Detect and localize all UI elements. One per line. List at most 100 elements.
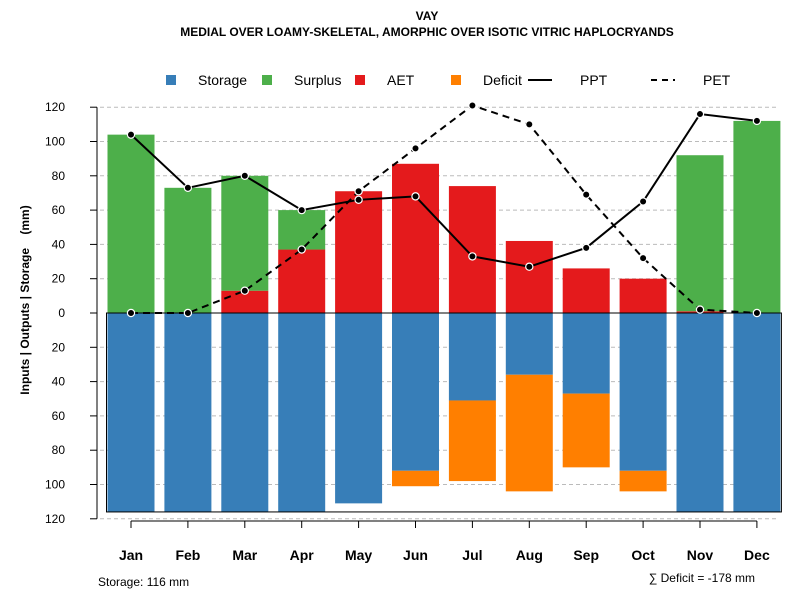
x-tick-label: May bbox=[345, 547, 372, 563]
y-tick-label: 40 bbox=[52, 237, 66, 251]
ppt-point bbox=[638, 197, 648, 206]
pet-point bbox=[525, 120, 534, 129]
y-tick-label: 100 bbox=[45, 478, 65, 492]
y-tick-label: 120 bbox=[45, 100, 65, 114]
chart-subtitle: MEDIAL OVER LOAMY-SKELETAL, AMORPHIC OVE… bbox=[180, 25, 674, 39]
pet-point bbox=[240, 286, 249, 295]
series-lines bbox=[126, 101, 762, 318]
y-tick-label: 80 bbox=[52, 443, 66, 457]
bar-storage bbox=[562, 313, 610, 394]
pet-line bbox=[131, 104, 757, 314]
legend-label-ppt: PPT bbox=[580, 72, 608, 88]
bar-aet bbox=[335, 191, 383, 313]
pet-point bbox=[354, 187, 363, 196]
pet-point bbox=[638, 253, 648, 263]
bar-aet bbox=[392, 163, 439, 313]
bar-deficit bbox=[505, 374, 553, 492]
bar-storage bbox=[448, 313, 496, 401]
bar-surplus bbox=[107, 134, 155, 313]
legend-swatch-surplus bbox=[262, 75, 272, 85]
y-tick-label: 80 bbox=[52, 169, 66, 183]
storage-capacity-outline bbox=[106, 312, 782, 513]
bar-aet bbox=[505, 240, 553, 313]
axes: 120 100 80 60 40 20 0 20 40 60 80 100 120 Jan Feb Mar Ap… bbox=[45, 100, 770, 563]
pet-point bbox=[695, 305, 705, 314]
x-tick-label: Nov bbox=[687, 547, 714, 563]
chart-title: VAY bbox=[416, 9, 439, 23]
y-tick-label: 100 bbox=[45, 135, 65, 149]
ppt-point bbox=[126, 130, 136, 139]
bar-deficit bbox=[562, 393, 610, 468]
bar-storage bbox=[619, 313, 667, 471]
y-tick-label: 60 bbox=[52, 203, 66, 217]
storage-footer: Storage: 116 mm bbox=[98, 575, 189, 589]
ppt-point bbox=[411, 192, 420, 201]
pet-point bbox=[297, 245, 306, 254]
bar-surplus bbox=[676, 155, 724, 312]
x-tick-label: Jul bbox=[462, 547, 482, 563]
ppt-point bbox=[468, 252, 477, 261]
ppt-point bbox=[525, 262, 534, 271]
bar-storage bbox=[221, 313, 269, 512]
pet-point bbox=[468, 101, 477, 110]
legend: Storage Surplus AET Deficit PPT PET bbox=[166, 72, 731, 88]
bar-surplus bbox=[278, 210, 326, 250]
ppt-line bbox=[130, 112, 758, 268]
deficit-footer: ∑ Deficit = -178 mm bbox=[649, 571, 755, 585]
bar-storage bbox=[278, 313, 326, 512]
x-tick-label: Jun bbox=[403, 547, 428, 563]
bar-aet bbox=[278, 249, 326, 313]
legend-swatch-deficit bbox=[451, 75, 461, 85]
legend-swatch-aet bbox=[355, 75, 365, 85]
bar-deficit bbox=[392, 470, 439, 487]
x-tick-label: Feb bbox=[175, 547, 200, 563]
bar-surplus bbox=[221, 175, 269, 291]
x-tick-label: Jan bbox=[119, 547, 143, 563]
ppt-point bbox=[240, 171, 249, 180]
legend-label-storage: Storage bbox=[198, 72, 247, 88]
bar-storage bbox=[107, 313, 155, 512]
bar-aet bbox=[562, 268, 610, 313]
ppt-point bbox=[183, 183, 193, 193]
y-tick-label: 60 bbox=[52, 409, 66, 423]
y-tick-label: 0 bbox=[58, 306, 65, 320]
x-tick-label: Sep bbox=[573, 547, 599, 563]
ppt-point bbox=[752, 116, 762, 126]
y-axis-label: Inputs | Outputs | Storage (mm) bbox=[18, 205, 32, 394]
y-tick-label: 20 bbox=[52, 340, 66, 354]
bar-storage bbox=[505, 313, 553, 375]
legend-label-aet: AET bbox=[387, 72, 415, 88]
x-tick-label: Mar bbox=[232, 547, 257, 563]
x-tick-label: Aug bbox=[516, 547, 543, 563]
bar-storage bbox=[164, 313, 212, 512]
pet-point bbox=[183, 308, 193, 318]
bar-storage bbox=[733, 313, 781, 512]
bar-storage bbox=[335, 313, 383, 504]
bar-deficit bbox=[619, 470, 667, 492]
x-tick-label: Dec bbox=[744, 547, 770, 563]
y-tick-label: 120 bbox=[45, 512, 65, 526]
bar-aet bbox=[221, 290, 269, 313]
pet-point bbox=[752, 308, 762, 318]
legend-label-deficit: Deficit bbox=[483, 72, 522, 88]
bar-surplus bbox=[733, 120, 781, 313]
y-tick-label: 20 bbox=[52, 272, 66, 286]
bar-surplus bbox=[164, 187, 212, 313]
legend-label-pet: PET bbox=[703, 72, 731, 88]
bar-aet bbox=[448, 186, 496, 313]
legend-swatch-storage bbox=[166, 75, 176, 85]
bars bbox=[107, 120, 781, 512]
ppt-point bbox=[582, 243, 591, 253]
x-tick-label: Apr bbox=[290, 547, 315, 563]
ppt-point bbox=[695, 109, 705, 119]
ppt-point bbox=[354, 195, 363, 205]
legend-label-surplus: Surplus bbox=[294, 72, 341, 88]
pet-point bbox=[411, 144, 420, 153]
bar-storage bbox=[676, 313, 724, 512]
x-tick-label: Oct bbox=[631, 547, 655, 563]
bar-deficit bbox=[448, 400, 496, 482]
pet-point bbox=[126, 308, 136, 318]
pet-point bbox=[582, 190, 591, 199]
bar-storage bbox=[392, 313, 439, 471]
